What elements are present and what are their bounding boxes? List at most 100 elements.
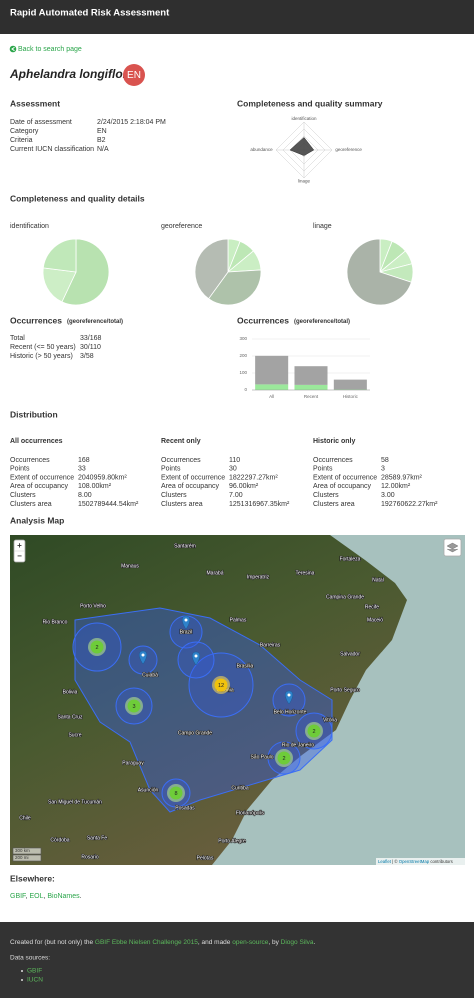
- radar-axis-label: linage: [298, 179, 311, 184]
- map-label: Palmas: [230, 617, 247, 623]
- row-key: Date of assessment: [10, 119, 72, 126]
- section-subtitle: (georeference/total): [294, 319, 350, 325]
- link[interactable]: GBIF: [10, 893, 26, 900]
- row-key: Recent (<= 50 years): [10, 344, 76, 351]
- bar: [333, 379, 367, 390]
- map-pin[interactable]: [139, 650, 147, 665]
- row-value: 3: [381, 466, 385, 473]
- attribution-part[interactable]: OpenStreetMap: [399, 859, 430, 864]
- layers-icon: [446, 542, 459, 553]
- zoom-out[interactable]: −: [17, 552, 22, 561]
- map-label: Maceió: [367, 617, 383, 623]
- map-label: Paraguay: [122, 760, 144, 766]
- section-title: Analysis Map: [10, 515, 64, 525]
- map-label: Santarém: [174, 543, 196, 549]
- map-pin[interactable]: [192, 651, 200, 666]
- footer-link[interactable]: open-source: [232, 939, 269, 946]
- row-value: 1822297.27km²: [229, 474, 278, 481]
- map-label: São Paulo: [250, 754, 273, 760]
- row-value: 3.00: [381, 492, 395, 499]
- row-value: 2/24/2015 2:18:04 PM: [97, 119, 166, 126]
- zoom-in[interactable]: +: [17, 541, 22, 550]
- separator: .: [80, 893, 82, 900]
- cluster-count: 3: [132, 704, 135, 710]
- back-link[interactable]: Back to search page: [18, 46, 82, 53]
- row-value: 96.00km²: [229, 483, 259, 490]
- map-label: Belo Horizonte: [274, 709, 307, 715]
- map-label: Fortaleza: [340, 556, 361, 562]
- footer-source-link[interactable]: IUCN: [27, 977, 43, 984]
- pie-slice: [194, 238, 229, 300]
- cluster-count: 2: [282, 756, 285, 762]
- map-pin[interactable]: [182, 615, 190, 630]
- cluster-count: 2: [312, 729, 315, 735]
- row-key: Points: [313, 466, 333, 473]
- link[interactable]: BioNames: [47, 893, 80, 900]
- cluster-count: 2: [95, 645, 98, 651]
- map-label: Teresina: [296, 570, 315, 576]
- radar-axis-label: identification: [291, 116, 317, 121]
- map-label: Bolivia: [63, 689, 78, 695]
- map-label: Cuiabá: [142, 672, 158, 678]
- pie-slice: [42, 238, 77, 273]
- row-key: Area of occupancy: [161, 483, 219, 490]
- species-name: Aphelandra longiflora: [9, 67, 134, 81]
- x-tick-label: Historic: [343, 394, 359, 399]
- map-label: Asunción: [138, 787, 159, 793]
- row-key: Clusters: [161, 492, 187, 499]
- back-icon[interactable]: [9, 45, 17, 53]
- map-label: San Miguel de Tucumán: [48, 799, 102, 805]
- row-key: Current IUCN classification: [10, 146, 94, 153]
- section-title: Occurrences: [237, 315, 289, 325]
- map-label: Porto Velho: [80, 603, 106, 609]
- scale-label: 300 km: [15, 848, 30, 853]
- footer-text: , and made: [198, 939, 232, 946]
- link[interactable]: EOL: [29, 893, 43, 900]
- map-label: Barreiras: [260, 642, 281, 648]
- cluster-count: 12: [218, 683, 224, 689]
- cluster-marker[interactable]: [169, 786, 183, 800]
- row-key: Clusters area: [313, 501, 355, 508]
- map-label: Curitiba: [231, 785, 248, 791]
- row-key: Area of occupancy: [10, 483, 68, 490]
- separator: ,: [26, 893, 30, 900]
- bar: [255, 355, 289, 385]
- scale-bar: [12, 847, 42, 855]
- map-label: Marabá: [207, 570, 224, 576]
- map-label: Santa Fe: [87, 835, 108, 841]
- y-tick-label: 100: [239, 370, 247, 375]
- row-key: Historic (> 50 years): [10, 353, 73, 360]
- map-label: Chile: [19, 815, 31, 821]
- map-label: Porto Seguro: [330, 687, 360, 693]
- cluster-marker[interactable]: [90, 640, 104, 654]
- cluster-marker[interactable]: [307, 724, 321, 738]
- pie-slice: [346, 238, 412, 306]
- map-pin[interactable]: [285, 690, 293, 705]
- footer-link[interactable]: GBIF Ebbe Nielsen Challenge 2015: [95, 939, 198, 946]
- radar-axis-label: georeference: [335, 147, 362, 152]
- section-title: Completeness and quality details: [10, 193, 145, 203]
- section-subtitle: (georeference/total): [67, 319, 123, 325]
- bullet: [21, 970, 23, 972]
- attribution-part[interactable]: Leaflet: [378, 859, 392, 864]
- row-key: Clusters area: [161, 501, 203, 508]
- row-value: 168: [78, 457, 90, 464]
- map-pin-dot: [287, 693, 291, 697]
- section-title: Occurrences: [10, 315, 62, 325]
- y-tick-label: 0: [244, 387, 247, 392]
- scale-label: 200 mi: [15, 855, 29, 860]
- footer-source-link[interactable]: GBIF: [27, 968, 42, 975]
- category-badge-text: EN: [127, 70, 141, 81]
- cluster-marker[interactable]: [277, 751, 291, 765]
- cluster-marker[interactable]: [127, 699, 141, 713]
- row-value: 108.00km²: [78, 483, 112, 490]
- map-label: Santa Cruz: [57, 714, 83, 720]
- row-key: Extent of occurrence: [313, 474, 377, 481]
- cluster-marker[interactable]: [214, 678, 228, 692]
- bullet: [21, 979, 23, 981]
- navbar-title: Rapid Automated Risk Assessment: [10, 8, 170, 19]
- map-label: Brazil: [180, 629, 193, 635]
- row-value: 33/168: [80, 335, 102, 342]
- footer-link[interactable]: Diogo Silva: [281, 939, 314, 946]
